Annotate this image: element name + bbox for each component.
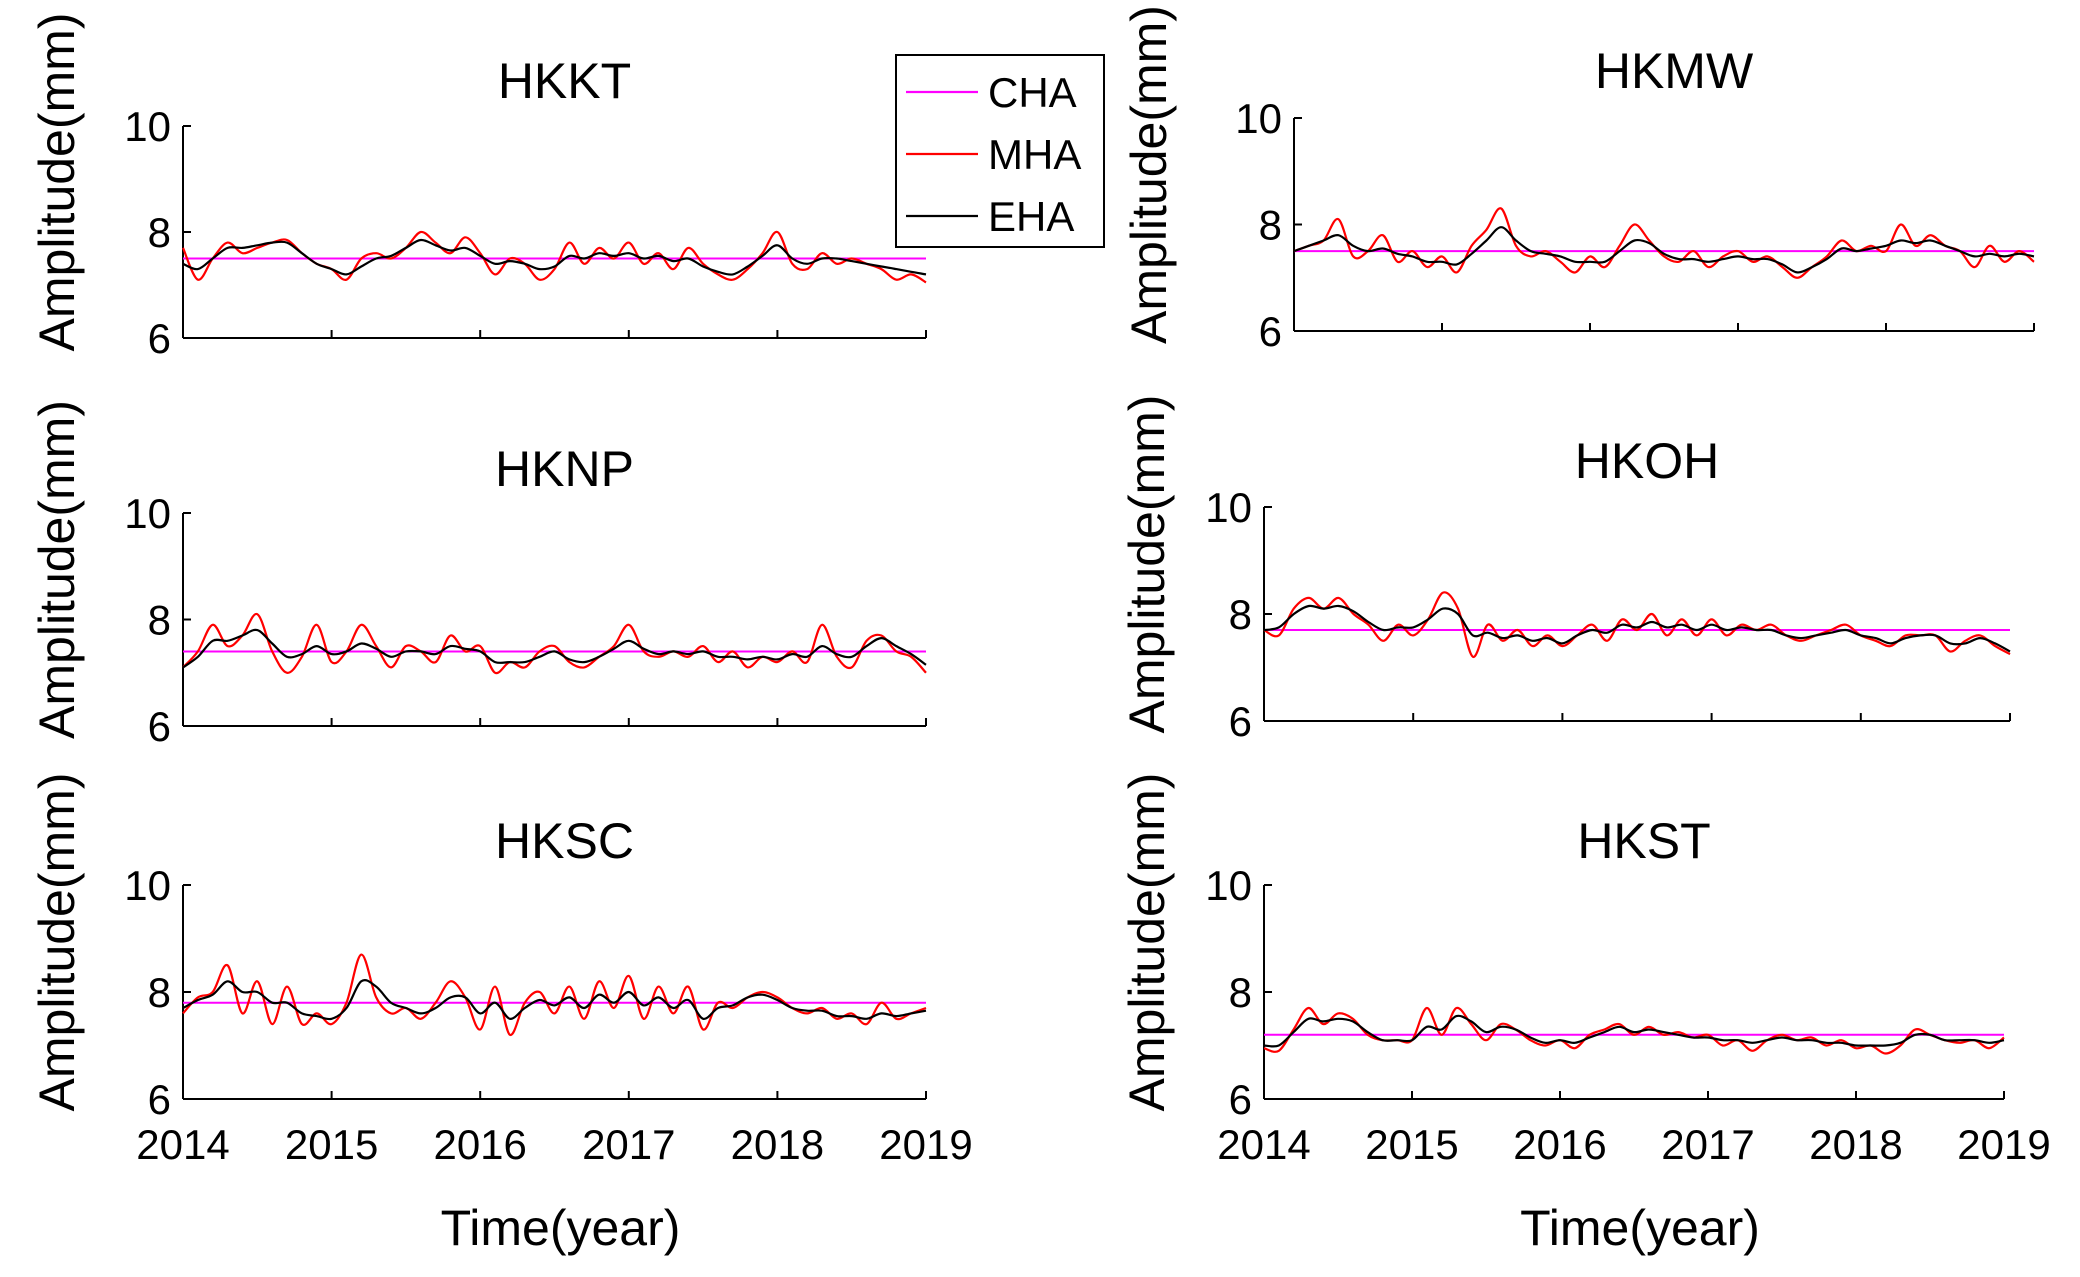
y-axis-label: Amplitude(mm): [1119, 773, 1175, 1112]
x-tick-label: 2015: [285, 1121, 378, 1168]
panel-hknp: 6 8 10 HKNP Amplitude(mm): [29, 400, 927, 750]
x-tick-label: 2017: [1661, 1121, 1754, 1168]
x-tick-label: 2019: [879, 1121, 972, 1168]
y-tick-label: 6: [148, 315, 171, 362]
x-tick-label: 2016: [433, 1121, 526, 1168]
panel-title: HKNP: [495, 441, 634, 497]
eha-line: [1263, 604, 2011, 653]
y-tick-label: 8: [1259, 202, 1282, 249]
panel-hksc: 6 8 10 2014 2015 2016 2017 2018 2019 HKSC Amplitud…: [29, 773, 973, 1256]
x-tick-label: 2014: [1217, 1121, 1310, 1168]
mha-line: [1263, 591, 2011, 658]
x-tick-label: 2018: [1809, 1121, 1902, 1168]
x-tick-label: 2015: [1365, 1121, 1458, 1168]
y-tick-label: 10: [1205, 862, 1252, 909]
mha-line: [181, 230, 927, 284]
panel-title: HKOH: [1575, 433, 1719, 489]
y-tick-label: 10: [1235, 95, 1282, 142]
eha-line: [1263, 1014, 2005, 1048]
panel-title: HKKT: [498, 53, 631, 109]
x-tick-label: 2019: [1957, 1121, 2050, 1168]
y-tick-label: 8: [148, 969, 171, 1016]
legend: CHA MHA EHA: [895, 54, 1105, 248]
y-axis-label: Amplitude(mm): [29, 13, 85, 352]
eha-line: [1293, 226, 2035, 274]
legend-label-eha: EHA: [988, 193, 1074, 240]
panel-hkst: 6 8 10 2014 2015 2016 2017 2018 2019 HKST Amplitud…: [1119, 773, 2051, 1256]
y-axis-label: Amplitude(mm): [1121, 5, 1177, 344]
x-axis-label: Time(year): [1520, 1200, 1760, 1256]
x-tick-label: 2018: [731, 1121, 824, 1168]
x-tick-label: 2016: [1513, 1121, 1606, 1168]
mha-line: [182, 613, 927, 675]
x-axis-label: Time(year): [441, 1200, 681, 1256]
y-tick-label: 8: [148, 597, 171, 644]
panel-title: HKSC: [495, 813, 634, 869]
y-tick-label: 10: [124, 103, 171, 150]
y-tick-label: 10: [1205, 484, 1252, 531]
x-tick-label: 2017: [582, 1121, 675, 1168]
y-axis-label: Amplitude(mm): [29, 400, 85, 739]
mha-line: [182, 953, 927, 1036]
y-tick-label: 8: [1229, 969, 1252, 1016]
y-tick-label: 6: [148, 1076, 171, 1123]
panel-title: HKMW: [1595, 43, 1754, 99]
y-tick-label: 6: [1229, 698, 1252, 745]
mha-line: [1263, 1006, 2005, 1055]
panel-title: HKST: [1577, 813, 1710, 869]
y-axis-label: Amplitude(mm): [29, 773, 85, 1112]
y-axis-label: Amplitude(mm): [1119, 395, 1175, 734]
panel-hkmw: 6 8 10 HKMW Amplitude(mm): [1121, 5, 2035, 355]
legend-label-mha: MHA: [988, 131, 1081, 178]
eha-line: [182, 238, 927, 276]
y-tick-label: 10: [124, 490, 171, 537]
y-tick-label: 10: [124, 862, 171, 909]
y-tick-label: 6: [1229, 1076, 1252, 1123]
y-tick-label: 6: [148, 703, 171, 750]
y-tick-label: 6: [1259, 308, 1282, 355]
panel-hkoh: 6 8 10 HKOH Amplitude(mm): [1119, 395, 2011, 745]
y-tick-label: 8: [1229, 591, 1252, 638]
eha-line: [182, 628, 927, 669]
panel-hkkt: 6 8 10 HKKT Amplitude(mm): [29, 13, 927, 362]
x-tick-label: 2014: [136, 1121, 229, 1168]
y-tick-label: 8: [148, 209, 171, 256]
legend-label-cha: CHA: [988, 69, 1077, 116]
mha-line: [1293, 207, 2035, 279]
eha-line: [182, 979, 927, 1021]
